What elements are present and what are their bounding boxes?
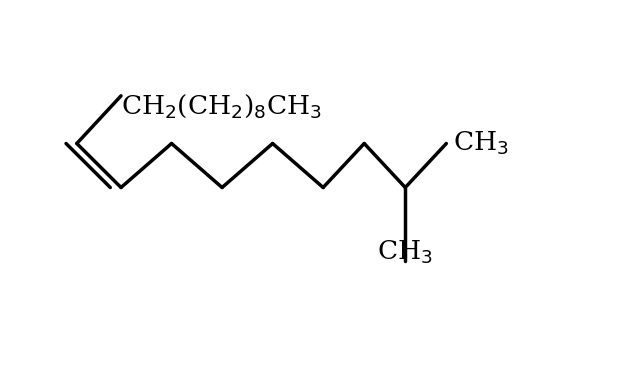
- Text: CH$_3$: CH$_3$: [452, 130, 508, 157]
- Text: CH$_3$: CH$_3$: [378, 239, 433, 266]
- Text: CH$_2$(CH$_2$)$_8$CH$_3$: CH$_2$(CH$_2$)$_8$CH$_3$: [121, 92, 322, 120]
